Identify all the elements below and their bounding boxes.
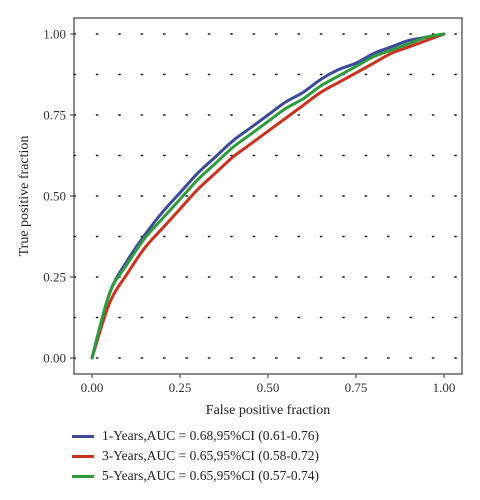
legend-swatch	[72, 454, 94, 458]
x-tick-label: 0.00	[81, 380, 104, 395]
y-tick-label: 0.00	[43, 351, 66, 366]
roc-line-series-2	[90, 32, 446, 360]
roc-chart: 0.00 0.25 0.50 0.75 1.00 0.00 0.25 0.50 0.75 1.00…	[17, 17, 463, 418]
x-tick-label: 0.25	[169, 380, 192, 395]
legend-label: 5-Years,AUC = 0.65,95%CI (0.57-0.74)	[102, 468, 319, 483]
legend-item-3: 5-Years,AUC = 0.65,95%CI (0.57-0.74)	[72, 466, 319, 486]
y-tick-label: 0.25	[43, 270, 66, 285]
y-tick-label: 1.00	[43, 27, 66, 42]
x-tick-label: 0.75	[345, 380, 368, 395]
legend-item-1: 1-Years,AUC = 0.68,95%CI (0.61-0.76)	[72, 426, 319, 446]
plot-panel	[73, 17, 463, 375]
roc-line-series-1	[90, 32, 446, 360]
legend-label: 3-Years,AUC = 0.65,95%CI (0.58-0.72)	[102, 448, 319, 463]
legend-swatch	[72, 434, 94, 438]
legend-label: 1-Years,AUC = 0.68,95%CI (0.61-0.76)	[102, 428, 319, 443]
roc-line-series-3	[90, 32, 446, 360]
x-tick-label: 0.50	[257, 380, 280, 395]
y-tick-label: 0.75	[43, 108, 66, 123]
legend-item-2: 3-Years,AUC = 0.65,95%CI (0.58-0.72)	[72, 446, 319, 466]
legend-swatch	[72, 474, 94, 478]
x-tick-label: 1.00	[433, 380, 456, 395]
series-lines	[90, 32, 446, 360]
x-axis-title: False positive fraction	[206, 403, 330, 418]
legend: 1-Years,AUC = 0.68,95%CI (0.61-0.76) 3-Ye…	[72, 426, 319, 486]
y-tick-label: 0.50	[43, 189, 66, 204]
axes: 0.00 0.25 0.50 0.75 1.00 0.00 0.25 0.50 0.75 1.00	[43, 27, 455, 396]
y-axis-title: True positive fraction	[17, 136, 32, 257]
